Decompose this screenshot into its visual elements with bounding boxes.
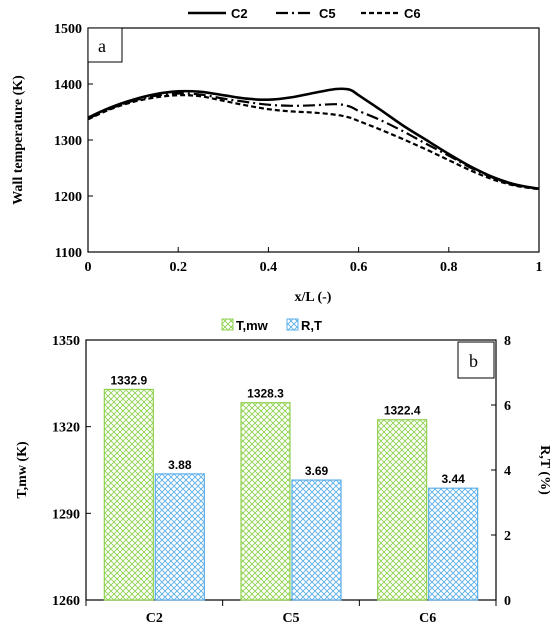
bar-tmw-c2 [103,388,154,601]
category-label-c5: C5 [282,611,299,626]
chart-b-y-ticks: 1260 1290 1320 1350 [52,334,91,609]
chart-b-panel-label-box [457,341,495,379]
data-label-rt-c6: 3.44 [441,472,465,486]
bar-rt-c6 [428,487,479,601]
data-label-rt-c2: 3.88 [168,458,192,472]
chart-b-y-axis-label: T,mw (K) [15,441,30,499]
chart-b-bars: 1332.9 3.88 1328.3 3.69 1322.4 3.44 [103,373,479,601]
series-line-c2 [87,87,540,190]
chart-b-category-labels: C2 C5 C6 [85,600,497,626]
bar-tmw-c6 [377,419,428,601]
chart-a-y-tick-label: 1400 [54,78,82,93]
chart-b-panel-label: b [469,351,478,371]
chart-b-y-tick-label: 1350 [52,334,80,349]
chart-b-legend: T,mw R,T [221,318,322,333]
chart-a-panel-label: a [98,36,106,56]
chart-a-y-tick-label: 1200 [54,190,82,205]
chart-b-y2-tick-label: 0 [504,594,511,609]
data-label-rt-c5: 3.69 [305,464,329,478]
chart-a-x-tick-label: 1 [536,260,543,275]
data-label-tmw-c5: 1328.3 [247,387,284,401]
chart-a-y-ticks: 1100 1200 1300 1400 1500 [54,22,93,261]
chart-a-y-tick-label: 1300 [54,134,82,149]
series-line-c6 [87,94,540,191]
category-label-c2: C2 [146,611,163,626]
chart-a-x-tick-label: 0.2 [169,260,187,275]
chart-a-x-tick-label: 0.6 [350,260,368,275]
legend-tmw-label: T,mw [236,318,269,333]
legend-rt-label: R,T [301,318,322,333]
chart-b-y2-axis-label: R,T (%) [537,445,550,495]
chart-a-plot-frame [87,27,540,253]
data-label-tmw-c6: 1322.4 [384,404,421,418]
chart-b-y2-tick-label: 6 [504,399,511,414]
series-line-c5 [87,92,540,190]
bar-rt-c5 [291,479,342,601]
chart-b-y2-tick-label: 2 [504,529,511,544]
chart-b-y2-tick-label: 8 [504,334,511,349]
chart-a-y-axis-label: Wall temperature (K) [11,75,26,205]
legend-c6-label: C6 [404,6,421,21]
legend-rt-swatch [286,318,299,331]
chart-a-panel-label-box [87,27,123,63]
bar-tmw-c5 [240,402,291,601]
legend-c5-label: C5 [319,6,336,21]
chart-b-y2-tick-label: 4 [504,464,511,479]
category-label-c6: C6 [419,611,436,626]
chart-a-x-tick-label: 0.8 [440,260,458,275]
chart-a-x-ticks: 0 0.2 0.4 0.6 0.8 1 [85,247,543,275]
chart-b-y2-ticks: 0 2 4 6 8 [491,334,511,609]
legend-c2-label: C2 [231,6,248,21]
chart-a-y-tick-label: 1100 [55,246,82,261]
chart-a: 1100 1200 1300 1400 1500 0 0.2 0.4 0.6 0.8 1 a C2… [11,6,543,305]
chart-a-x-tick-label: 0.4 [260,260,278,275]
chart-b-y-tick-label: 1290 [52,507,80,522]
chart-b-y-tick-label: 1320 [52,421,80,436]
chart-a-legend: C2 C5 C6 [188,6,421,21]
legend-tmw-swatch [221,318,234,331]
chart-a-x-tick-label: 0 [85,260,92,275]
chart-a-x-axis-label: x/L (-) [295,290,332,305]
chart-a-y-tick-label: 1500 [54,22,82,37]
chart-b-y-tick-label: 1260 [52,594,80,609]
chart-b: 1260 1290 1320 1350 0 2 4 6 8 1332.9 3.88 1328.3 3… [15,318,550,626]
data-label-tmw-c2: 1332.9 [110,373,147,387]
bar-rt-c2 [154,473,205,601]
chart-a-series [87,87,540,191]
